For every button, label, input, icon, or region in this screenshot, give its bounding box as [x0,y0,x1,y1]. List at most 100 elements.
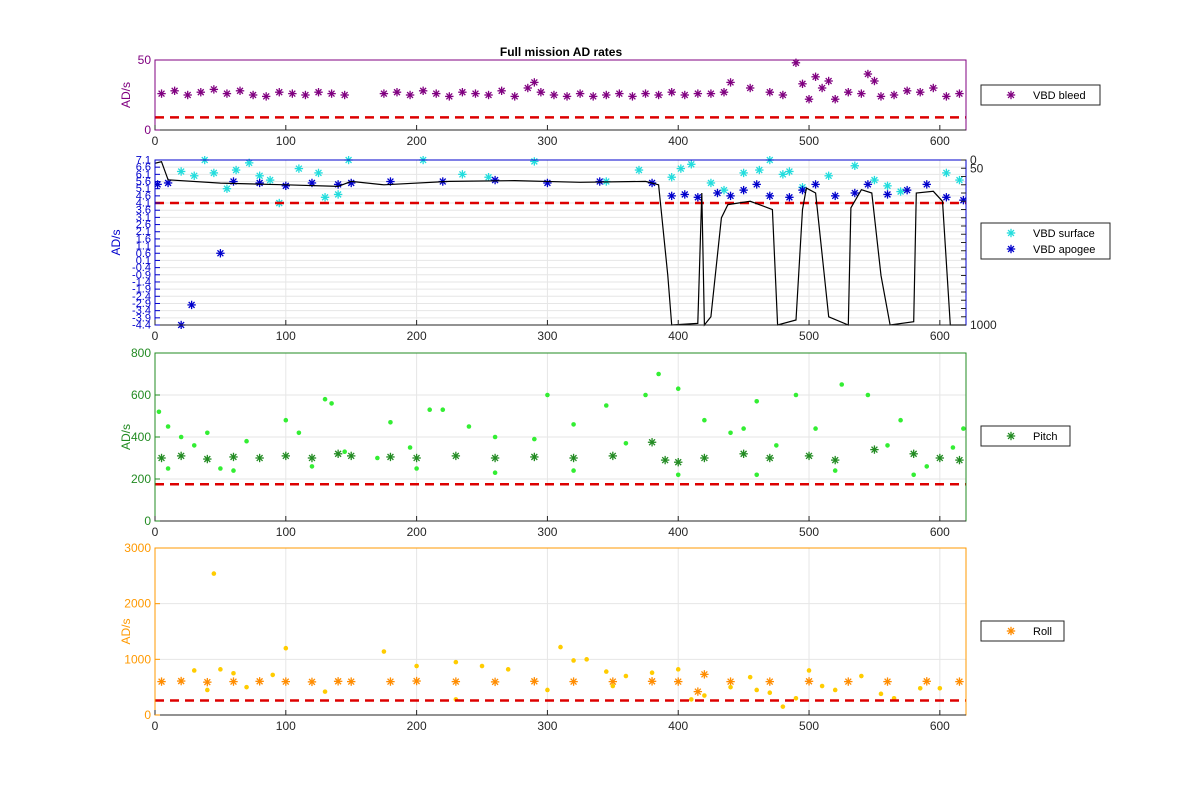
data-point-vbd-bleed [418,86,428,95]
data-point-vbd-surface [739,168,748,178]
data-point [754,399,760,404]
panel-pitch: 0 100 200 300 400 500 600 0 200 400 600 800 AD/s Pitc… [119,346,1071,539]
y-tick-label: 200 [131,472,151,486]
data-point-vbd-bleed [844,88,853,97]
data-point-vbd-surface [320,193,330,202]
x-tick-label: 500 [799,525,819,539]
data-point-vbd-bleed [301,90,310,100]
y-tick-label: -4.4 [132,320,151,332]
y-tick-label: 0 [144,123,151,137]
legend-pitch: Pitch [980,425,1071,447]
data-point-pitch [281,451,291,461]
y-tick-label: 0.1 [136,255,151,267]
x-tick-label: 300 [537,719,557,733]
data-point-vbd-bleed [811,72,820,81]
data-point-vbd-surface [824,171,833,180]
data-point [545,392,550,398]
data-point-roll [955,677,964,686]
data-point-pitch [660,455,670,465]
data-point-roll [490,677,500,687]
data-point-vbd-surface [896,187,905,196]
data-point-vbd-apogee [739,185,748,195]
x-tick-label: 300 [537,329,557,343]
legend-label: VBD surface [1033,228,1095,240]
data-point-vbd-surface [667,173,676,182]
data-point-vbd-apogee [883,190,892,199]
data-point-roll [347,677,356,686]
data-point-vbd-bleed [889,90,899,100]
data-point-vbd-bleed [693,89,703,98]
data-point-vbd-bleed [405,90,415,100]
data-point [885,443,890,448]
data-point-vbd-apogee [255,178,264,188]
data-point [244,438,249,444]
data-point-pitch [176,451,186,461]
data-point [156,409,162,415]
legend-marker [1006,626,1016,636]
data-point-vbd-surface [530,157,539,166]
data-point [309,464,315,469]
data-point-vbd-bleed [471,89,480,98]
data-point-vbd-surface [778,170,788,179]
data-point-vbd-bleed [530,78,539,87]
data-layer [155,58,966,119]
y-tick-label: 0 [144,708,151,722]
y-tick-label: 2.6 [136,219,151,231]
y-tick-label: -3.4 [132,305,151,317]
y-tick-label: -1.4 [132,276,151,288]
x-tick-label: 100 [276,329,296,343]
depth-line [155,160,966,327]
legend-box [980,222,1111,260]
x-tick-label: 0 [152,525,159,539]
data-point-vbd-apogee [752,180,761,189]
data-point-vbd-bleed [778,90,788,100]
data-point-vbd-bleed [484,90,493,100]
data-point-roll [765,677,774,686]
data-point [813,426,818,431]
data-point-vbd-apogee [863,180,873,189]
data-point-vbd-bleed [314,88,323,97]
data-point [342,449,347,455]
data-point-vbd-apogee [830,191,840,201]
data-point [898,417,903,423]
data-point-pitch [935,453,945,463]
x-tick-label: 500 [799,329,819,343]
data-point-vbd-surface [850,161,860,170]
y-axis-label: AD/s [119,424,133,450]
x-tick-label: 100 [276,134,296,148]
data-point-pitch [412,453,421,463]
x-tick-label: 600 [930,134,950,148]
data-point-pitch [870,445,879,454]
y-axis-label: AD/s [119,82,133,108]
data-point-vbd-bleed [615,89,624,98]
data-point-vbd-bleed [654,90,663,100]
data-point-vbd-bleed [196,88,205,97]
x-tick-label: 400 [668,329,688,343]
data-point [505,667,511,672]
data-point [793,696,799,701]
data-point [414,663,419,669]
y-tick-label: -1.9 [132,284,151,296]
y-tick-label: 0.6 [136,248,151,260]
data-point [375,455,380,461]
y-tick-label: -0.9 [132,269,151,281]
y2-tick-label: 50 [970,161,984,175]
data-point-vbd-apogee [785,193,794,202]
y2-tick-label: 0 [970,153,977,167]
data-point-vbd-bleed [589,92,598,101]
data-point-vbd-bleed [929,83,938,93]
y-tick-label: 1.6 [136,233,151,245]
y-tick-label: 400 [131,430,151,444]
data-point-vbd-bleed [235,86,245,95]
data-point-vbd-surface [255,171,264,180]
data-point-vbd-bleed [876,92,886,101]
data-point-vbd-bleed [261,92,271,101]
legend-label: VBD apogee [1033,244,1095,256]
data-point [747,674,753,680]
data-point-vbd-bleed [562,92,572,101]
data-point [532,436,537,442]
data-point [728,430,733,436]
data-point-pitch [830,455,840,465]
data-point-vbd-bleed [445,92,454,101]
